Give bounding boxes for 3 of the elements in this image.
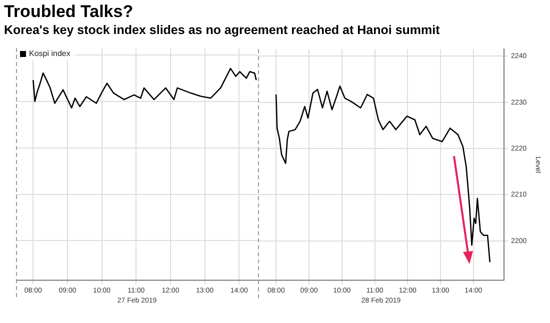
legend-label: Kospi index [29, 49, 70, 58]
chart-subtitle: Korea's key stock index slides as no agreement reached at Hanoi summit [4, 23, 440, 37]
chart-title: Troubled Talks? [4, 2, 134, 22]
